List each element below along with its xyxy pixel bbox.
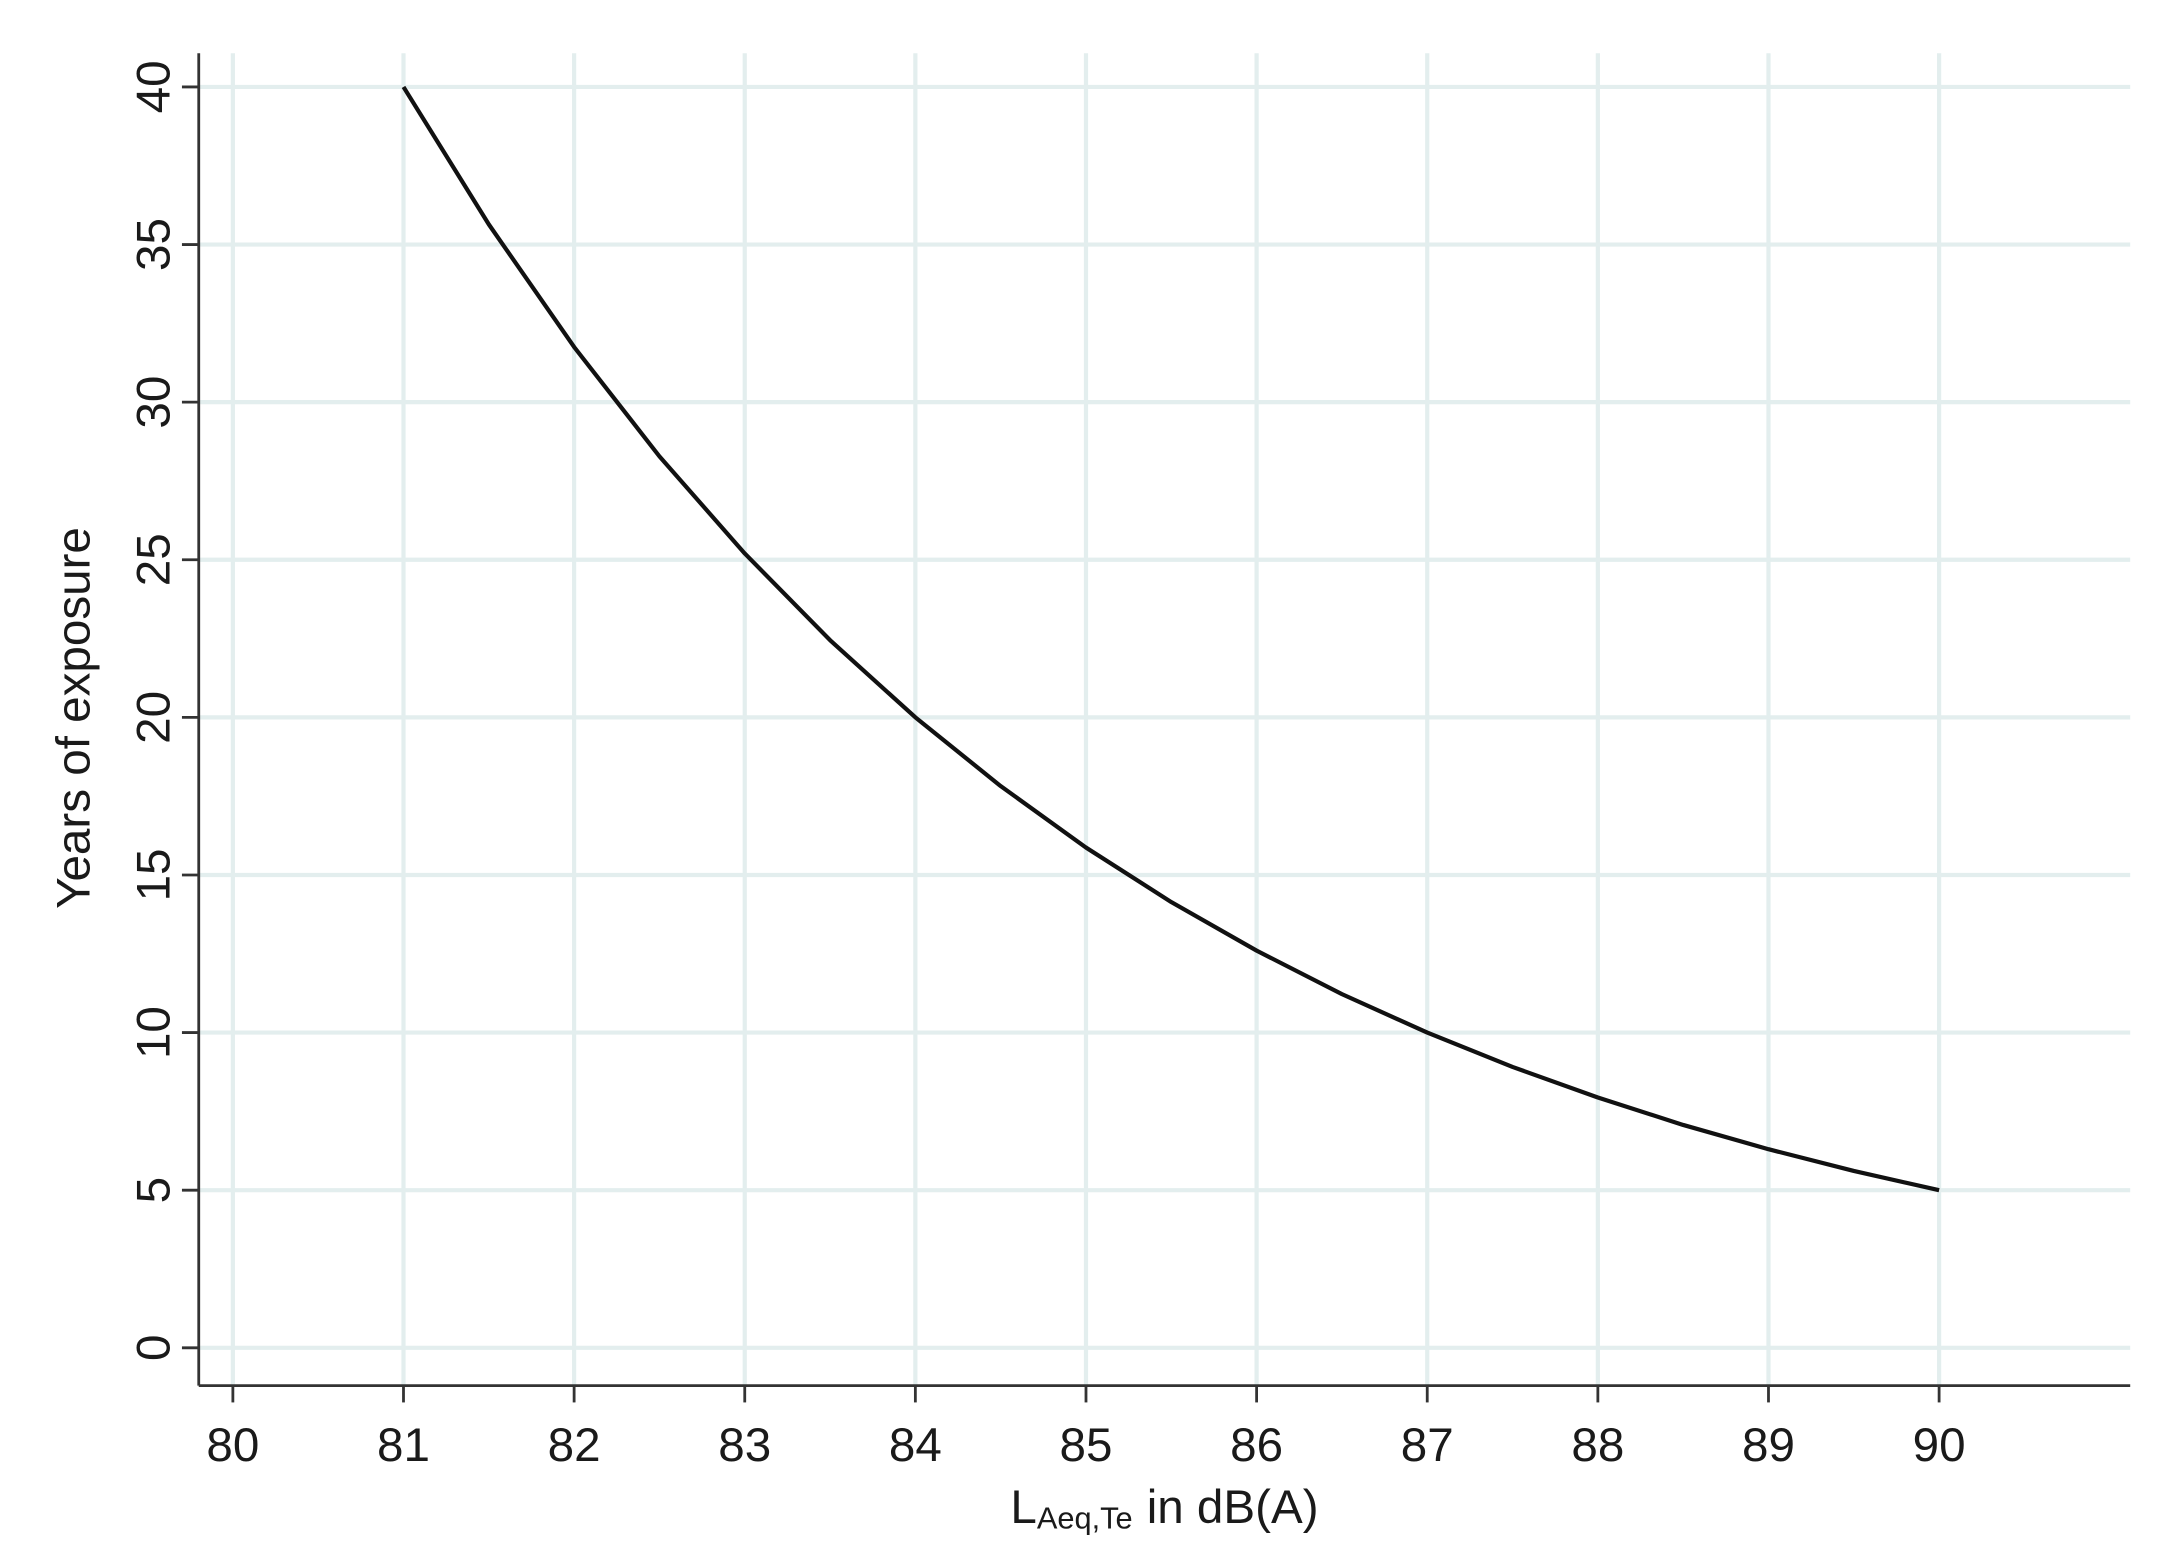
y-tick-label: 0: [127, 1335, 180, 1361]
y-tick-label: 30: [127, 376, 180, 429]
x-tick-label: 86: [1230, 1419, 1283, 1472]
y-tick-label: 15: [127, 849, 180, 902]
x-tick-label: 81: [377, 1419, 430, 1472]
y-tick-label: 5: [127, 1177, 180, 1203]
x-tick-label: 88: [1571, 1419, 1624, 1472]
x-label-rest: in dB(A): [1147, 1481, 1319, 1534]
x-label-main: L: [1010, 1481, 1036, 1534]
x-tick-label: 84: [889, 1419, 942, 1472]
x-tick-label: 82: [548, 1419, 601, 1472]
x-axis-label: LAeq,Te in dB(A): [1010, 1481, 1318, 1536]
x-tick-label: 85: [1060, 1419, 1113, 1472]
line-series: [401, 85, 1940, 1193]
x-tick-label: 89: [1742, 1419, 1795, 1472]
x-tick-label: 83: [718, 1419, 771, 1472]
y-tick-label: 25: [127, 533, 180, 586]
y-tick-label: 20: [127, 691, 180, 744]
x-tick-label: 80: [206, 1419, 259, 1472]
y-axis-label: Years of exposure: [48, 527, 101, 909]
y-tick-label: 40: [127, 60, 180, 113]
x-label-sub: Aeq,Te: [1037, 1500, 1133, 1535]
x-tick-label: 90: [1913, 1419, 1966, 1472]
y-tick-label: 35: [127, 218, 180, 271]
x-tick-label: 87: [1401, 1419, 1454, 1472]
y-tick-label: 10: [127, 1006, 180, 1059]
